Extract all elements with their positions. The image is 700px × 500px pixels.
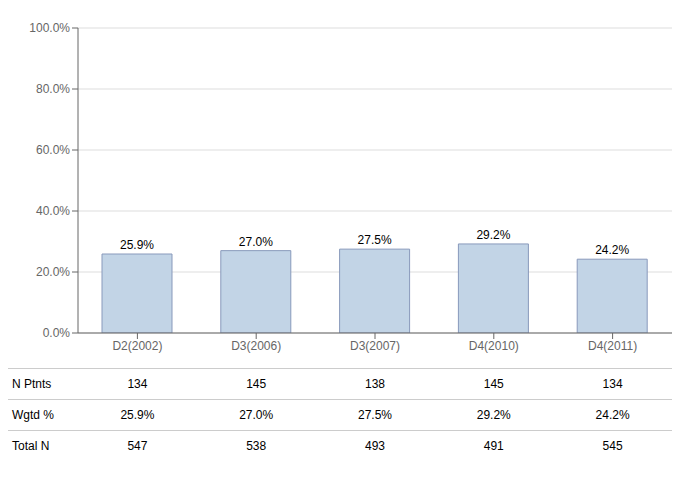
- html-text:493: 493: [365, 439, 385, 453]
- svg-text:27.5%: 27.5%: [358, 233, 392, 247]
- svg-text:24.2%: 24.2%: [595, 243, 629, 257]
- html-text:138: 138: [365, 377, 385, 391]
- svg-text:0.0%: 0.0%: [43, 326, 71, 340]
- svg-text:80.0%: 80.0%: [36, 82, 70, 96]
- html-text:27.5%: 27.5%: [358, 408, 392, 422]
- svg-text:20.0%: 20.0%: [36, 265, 70, 279]
- html-text:538: 538: [246, 439, 267, 453]
- html-text:25.9%: 25.9%: [120, 408, 155, 422]
- html-text:29.2%: 29.2%: [476, 408, 511, 422]
- html-text:24.2%: 24.2%: [595, 408, 630, 422]
- svg-text:60.0%: 60.0%: [36, 143, 70, 157]
- html-text:N Ptnts: N Ptnts: [12, 377, 52, 391]
- html-text:Wgtd %: Wgtd %: [12, 408, 54, 422]
- svg-text:D3(2006): D3(2006): [231, 339, 281, 353]
- html-text:145: 145: [246, 377, 267, 391]
- html-text:Total N: Total N: [12, 439, 50, 453]
- svg-text:D4(2010): D4(2010): [469, 339, 519, 353]
- svg-text:100.0%: 100.0%: [29, 21, 70, 35]
- html-text:27.0%: 27.0%: [239, 408, 274, 422]
- svg-text:D4(2011): D4(2011): [588, 339, 637, 353]
- svg-text:29.2%: 29.2%: [476, 228, 510, 242]
- html-text:547: 547: [127, 439, 148, 453]
- svg-text:25.9%: 25.9%: [120, 238, 154, 252]
- html-text:491: 491: [483, 439, 504, 453]
- html-text:134: 134: [127, 377, 148, 391]
- html-text:134: 134: [602, 377, 623, 391]
- html-text:545: 545: [602, 439, 623, 453]
- html-text:145: 145: [483, 377, 504, 391]
- svg-text:D3(2007): D3(2007): [350, 339, 400, 353]
- svg-text:40.0%: 40.0%: [36, 204, 70, 218]
- svg-text:27.0%: 27.0%: [239, 235, 273, 249]
- svg-text:D2(2002): D2(2002): [112, 339, 162, 353]
